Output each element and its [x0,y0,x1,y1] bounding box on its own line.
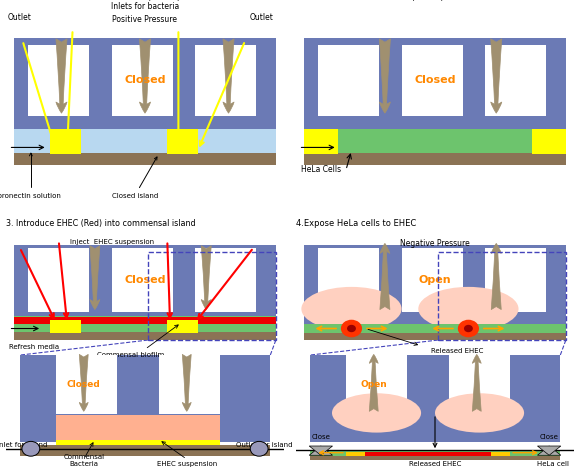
Text: Closed: Closed [124,76,166,85]
Circle shape [347,325,356,332]
Text: Closed island: Closed island [111,157,158,199]
Bar [532,129,566,153]
Bar [346,355,407,414]
Bar [167,129,198,153]
Ellipse shape [332,393,421,432]
Text: 1. Introduce commensal bacteria (Yellow): 1. Introduce commensal bacteria (Yellow) [6,0,180,2]
Bar [20,445,270,456]
Bar [304,38,566,153]
Circle shape [22,441,40,456]
Bar [148,252,276,340]
Text: Inlets for bacteria: Inlets for bacteria [111,2,179,11]
Bar [159,355,220,414]
Text: 2. Introduce the HeLa cells (Green): 2. Introduce the HeLa cells (Green) [296,0,444,2]
Ellipse shape [302,287,401,331]
Text: Closed: Closed [124,275,166,285]
Text: Outlet: Outlet [8,13,32,22]
Bar [50,129,81,153]
Bar [310,455,560,460]
Polygon shape [309,446,332,455]
Bar [14,317,276,324]
Circle shape [341,320,362,337]
Bar [365,452,491,456]
Polygon shape [538,446,561,455]
Bar [56,355,117,414]
Text: Positive Pressure: Positive Pressure [113,15,177,24]
Bar [485,247,546,312]
Bar [111,45,173,116]
Bar [346,452,510,456]
Text: Close: Close [540,434,559,440]
Bar [28,247,89,312]
Text: Released EHEC: Released EHEC [409,461,461,467]
Text: Open: Open [419,275,451,285]
Ellipse shape [418,287,519,331]
Text: Refresh media: Refresh media [9,344,59,350]
Bar [14,245,276,333]
Text: Close: Close [311,434,330,440]
Bar [50,320,81,333]
Text: 3. Introduce EHEC (Red) into commensal island: 3. Introduce EHEC (Red) into commensal i… [6,219,195,228]
Bar [304,152,566,165]
Circle shape [250,441,268,456]
Circle shape [464,325,473,332]
Polygon shape [309,446,332,455]
Bar [304,332,566,340]
Text: Closed: Closed [414,76,456,85]
Bar [304,245,566,333]
Circle shape [458,320,479,337]
Bar [167,320,198,333]
Bar [195,45,256,116]
Text: Commensal
Bacteria: Commensal Bacteria [63,454,104,467]
Bar [28,45,89,116]
Bar [318,247,379,312]
Bar [195,247,256,312]
Text: Outlet for island: Outlet for island [236,442,292,448]
Bar [20,355,270,442]
Text: Inlet for island: Inlet for island [0,442,48,448]
Bar [304,324,566,333]
Bar [14,129,276,153]
Bar [14,152,276,165]
Bar [56,415,220,442]
Bar [401,45,463,116]
Text: Released EHEC: Released EHEC [431,348,484,354]
Ellipse shape [435,393,524,432]
Text: Negative Pressure: Negative Pressure [400,239,470,248]
Bar [14,332,276,340]
Text: Open: Open [360,379,387,388]
Text: Fibronectin solution: Fibronectin solution [0,153,61,199]
Text: Commensal biofilm: Commensal biofilm [97,352,165,358]
Bar [310,450,560,456]
Bar [310,355,560,442]
Text: HeLa cell: HeLa cell [536,461,568,467]
Bar [56,440,220,445]
Bar [111,247,173,312]
Bar [449,355,510,414]
Bar [14,38,276,153]
Bar [304,129,566,153]
Polygon shape [538,446,561,455]
Text: HeLa Cells: HeLa Cells [302,165,342,174]
Bar [438,252,566,340]
Text: EHEC suspension: EHEC suspension [157,461,217,467]
Bar [318,45,379,116]
Text: 4.Expose HeLa cells to EHEC: 4.Expose HeLa cells to EHEC [296,219,416,228]
Bar [14,316,276,333]
Text: Inject  EHEC suspension: Inject EHEC suspension [70,239,154,245]
Bar [401,247,463,312]
Text: Outlet: Outlet [250,13,274,22]
Text: Closed: Closed [67,379,100,388]
Bar [304,129,338,153]
Bar [485,45,546,116]
